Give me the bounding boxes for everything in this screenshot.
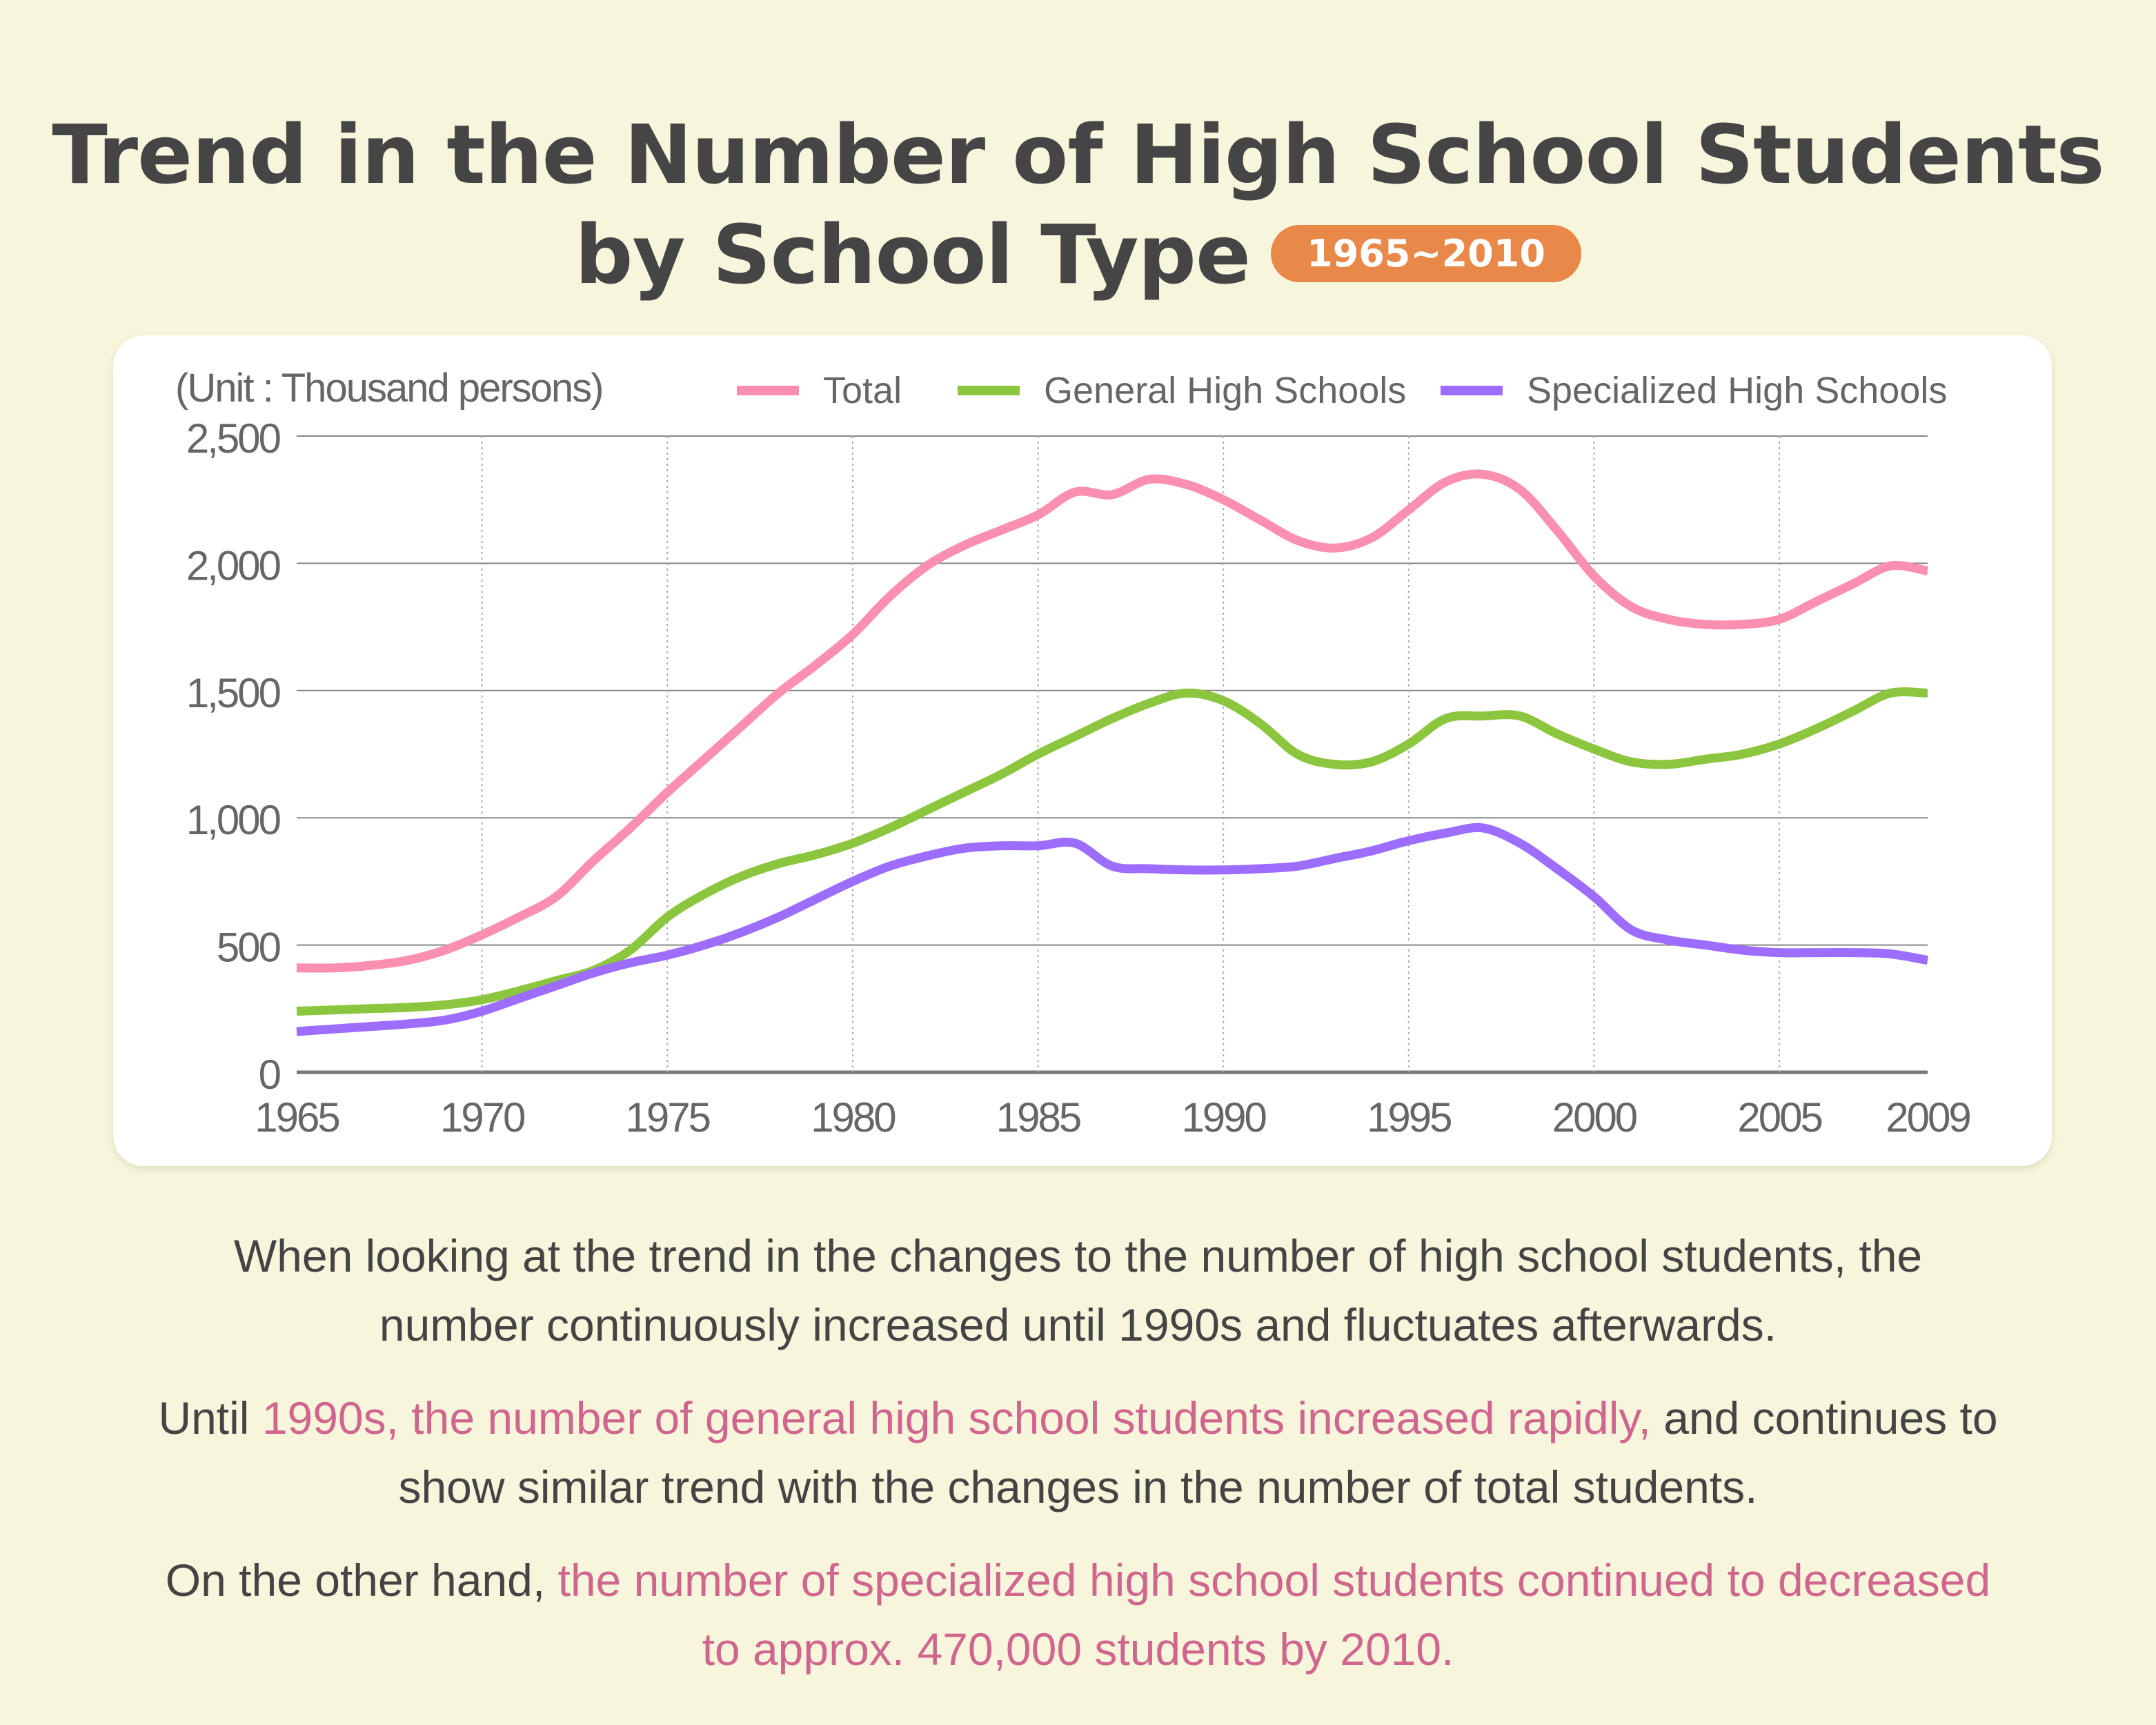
para-2-highlight: 1990s, the number of general high school… xyxy=(261,1392,1651,1443)
x-tick-label: 2009 xyxy=(1886,1094,1970,1141)
paragraph-3: On the other hand, the number of special… xyxy=(0,1546,2156,1684)
chart-card xyxy=(113,335,2052,1166)
y-tick-label: 2,500 xyxy=(186,415,281,462)
legend-label-general: General High Schools xyxy=(1044,370,1406,411)
x-tick-label: 1995 xyxy=(1367,1094,1451,1141)
x-tick-label: 1985 xyxy=(996,1094,1080,1141)
x-tick-label: 1965 xyxy=(255,1094,339,1141)
chart-title-line2: by School Type 1965~2010 xyxy=(0,207,2156,302)
para-2-text-a: Until xyxy=(158,1392,262,1443)
line-chart: 0 500 1,000 1,500 2,000 2,500 1965 1970 1975 1980… xyxy=(175,366,1972,1141)
x-tick-label: 1990 xyxy=(1181,1094,1266,1141)
y-tick-label: 2,000 xyxy=(186,542,281,589)
para-3-text: On the other hand, xyxy=(165,1555,558,1606)
para-3-highlight: the number of specialized high school st… xyxy=(557,1555,1991,1675)
y-tick-label: 1,000 xyxy=(186,797,281,843)
x-tick-label: 2005 xyxy=(1737,1094,1821,1141)
x-tick-label: 1980 xyxy=(811,1094,896,1141)
x-tick-label: 1975 xyxy=(626,1094,710,1141)
year-range-badge: 1965~2010 xyxy=(1271,225,1581,283)
title-text-2: by School Type xyxy=(575,207,1251,302)
y-tick-label: 0 xyxy=(259,1052,281,1098)
legend-label-specialized: Specialized High Schools xyxy=(1527,370,1947,411)
y-tick-label: 500 xyxy=(217,925,281,971)
paragraph-2: Until 1990s, the number of general high … xyxy=(0,1383,2156,1521)
x-tick-label: 2000 xyxy=(1552,1094,1637,1141)
y-tick-label: 1,500 xyxy=(186,670,281,716)
series-line-general xyxy=(296,687,1928,1016)
x-tick-label: 1970 xyxy=(440,1094,525,1141)
title-text-1: Trend in the Number of High School Stude… xyxy=(52,107,2104,202)
series-line-specialized xyxy=(296,822,1929,1036)
paragraph-1: When looking at the trend in the changes… xyxy=(0,1221,2156,1359)
para-2-text-b: and continues to show similar trend with… xyxy=(398,1392,1998,1512)
series-line-total xyxy=(296,469,1929,973)
unit-label: (Unit : Thousand persons) xyxy=(175,366,603,411)
legend-label-total: Total xyxy=(823,370,902,411)
chart-title-line1: Trend in the Number of High School Stude… xyxy=(0,107,2156,202)
para-1-text: When looking at the trend in the changes… xyxy=(233,1230,1923,1350)
